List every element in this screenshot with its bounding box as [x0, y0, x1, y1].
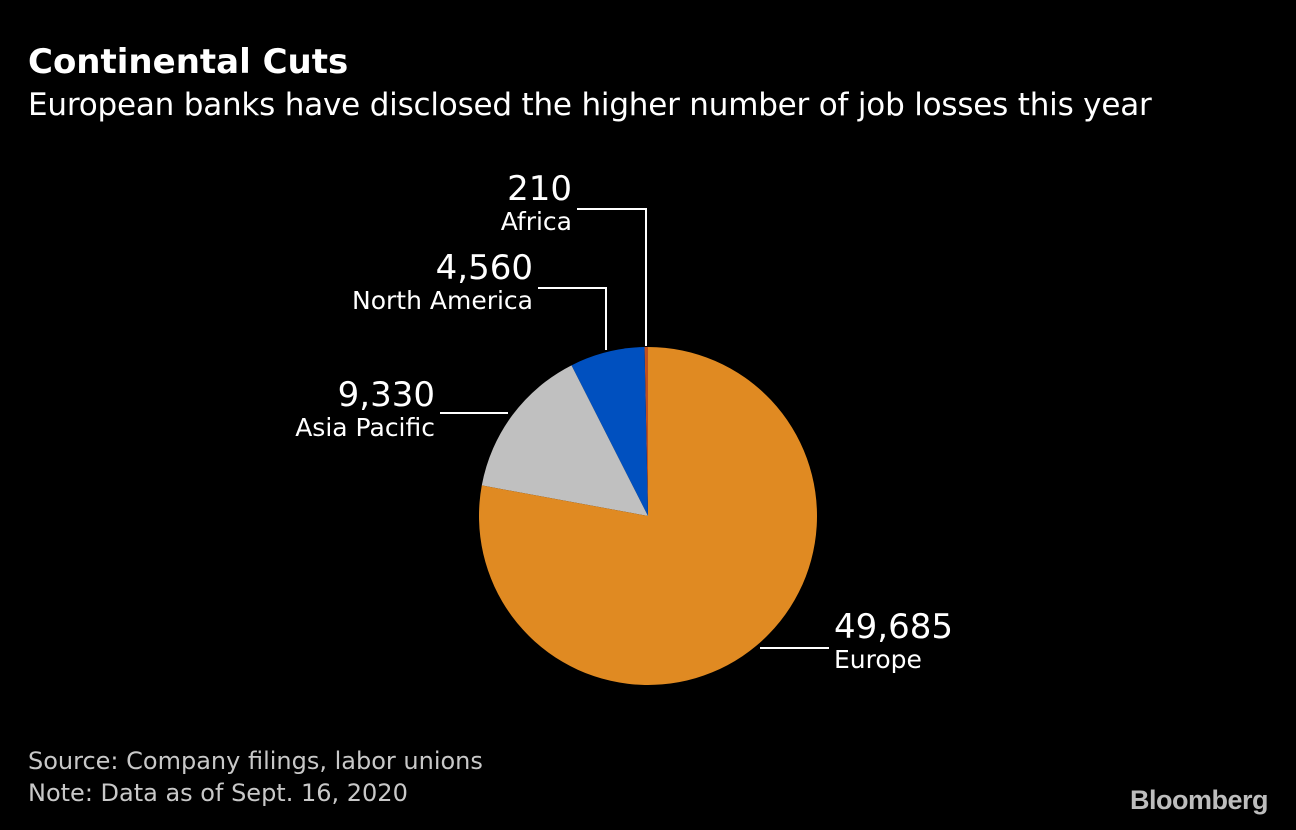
bloomberg-logo: Bloomberg [1129, 785, 1269, 815]
value-label-europe: 49,685 [834, 607, 953, 647]
source-note: Source: Company filings, labor unions [28, 747, 483, 775]
category-label-europe: Europe [834, 645, 922, 674]
category-label-africa: Africa [501, 207, 572, 236]
value-label-asia-pacific: 9,330 [338, 375, 435, 415]
pie-slice-africa [644, 347, 648, 516]
chart-subtitle: European banks have disclosed the higher… [28, 87, 1152, 123]
category-label-north-america: North America [352, 286, 533, 315]
leader-line-north-america [538, 287, 607, 350]
value-label-africa: 210 [507, 169, 572, 209]
category-label-asia-pacific: Asia Pacific [295, 413, 435, 442]
pie-slice-europe [479, 347, 817, 685]
chart-title: Continental Cuts [28, 42, 349, 82]
data-note: Note: Data as of Sept. 16, 2020 [28, 779, 408, 807]
pie-slice-north-america [571, 347, 648, 516]
pie-slice-asia-pacific [481, 365, 648, 516]
leader-line-africa [577, 208, 647, 346]
value-label-north-america: 4,560 [436, 248, 533, 288]
